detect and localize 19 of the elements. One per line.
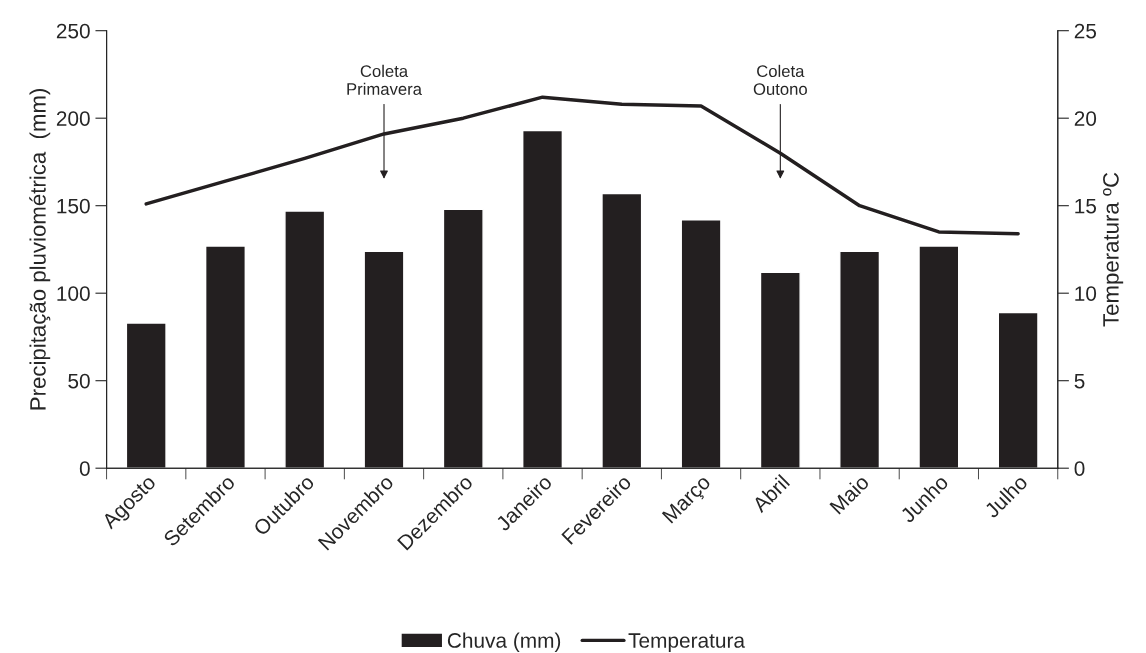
- y-tick-label: 0: [79, 461, 90, 476]
- y2-tick-label: 20: [1074, 111, 1097, 126]
- legend-label: Temperatura: [628, 633, 746, 652]
- y-axis-title: Precipitação pluviométrica (mm): [29, 89, 51, 410]
- y-tick-label: 250: [56, 23, 90, 39]
- y-tick-label: 150: [57, 198, 90, 214]
- y-tick-label: 100: [57, 286, 90, 301]
- y2-tick-label: 15: [1075, 198, 1097, 214]
- y-tick-label: 50: [68, 373, 90, 389]
- y-tick-label: 200: [56, 111, 90, 126]
- annotation: Coleta Primavera: [347, 64, 422, 95]
- line-series: [144, 95, 1020, 236]
- y2-tick-label: 10: [1075, 286, 1097, 301]
- y2-tick-label: 0: [1074, 461, 1085, 476]
- y2-axis-title: Temperatura ºC: [1103, 172, 1124, 327]
- legend-label: Chuva (mm): [447, 632, 561, 652]
- y2-tick-label: 5: [1074, 373, 1085, 389]
- y2-tick-label: 25: [1074, 23, 1097, 39]
- annotation: Coleta Outono: [753, 64, 807, 95]
